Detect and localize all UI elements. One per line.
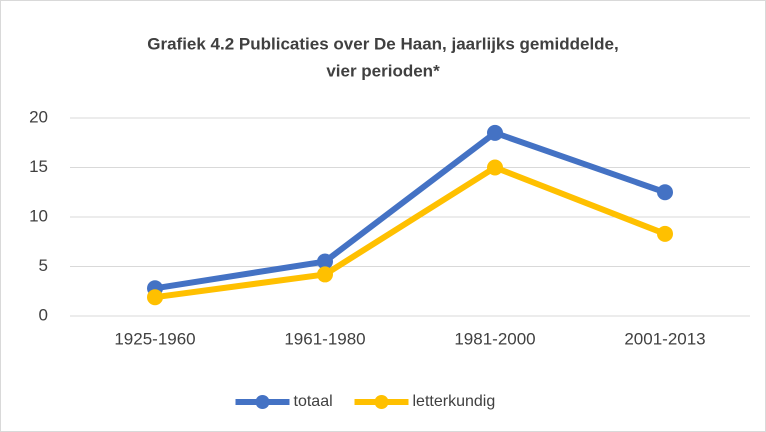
x-tick-label: 1925-1960 [114, 329, 195, 348]
series-line [152, 129, 668, 292]
y-tick-label: 5 [39, 256, 48, 275]
x-tick-label: 1961-1980 [284, 329, 365, 348]
legend-marker [255, 395, 270, 409]
y-tick-label: 0 [39, 305, 48, 324]
series-marker [487, 159, 503, 176]
series-marker [487, 124, 503, 141]
x-tick-label: 1981-2000 [454, 329, 535, 348]
series-marker [317, 266, 333, 283]
series-marker [317, 253, 333, 270]
y-tick-label: 15 [29, 157, 48, 176]
x-tick-label: 2001-2013 [624, 329, 705, 348]
chart-title: Grafiek 4.2 Publicaties over De Haan, ja… [147, 34, 618, 53]
legend-label: letterkundig [413, 393, 496, 410]
y-tick-label: 10 [29, 206, 48, 225]
legend-marker [374, 395, 389, 409]
series-marker [147, 289, 163, 306]
y-tick-label: 20 [29, 107, 48, 126]
legend-label: totaal [294, 393, 333, 410]
series-marker [657, 225, 673, 242]
chart-subtitle: vier perioden* [326, 61, 440, 80]
series-marker [657, 184, 673, 201]
series-line [152, 164, 668, 301]
